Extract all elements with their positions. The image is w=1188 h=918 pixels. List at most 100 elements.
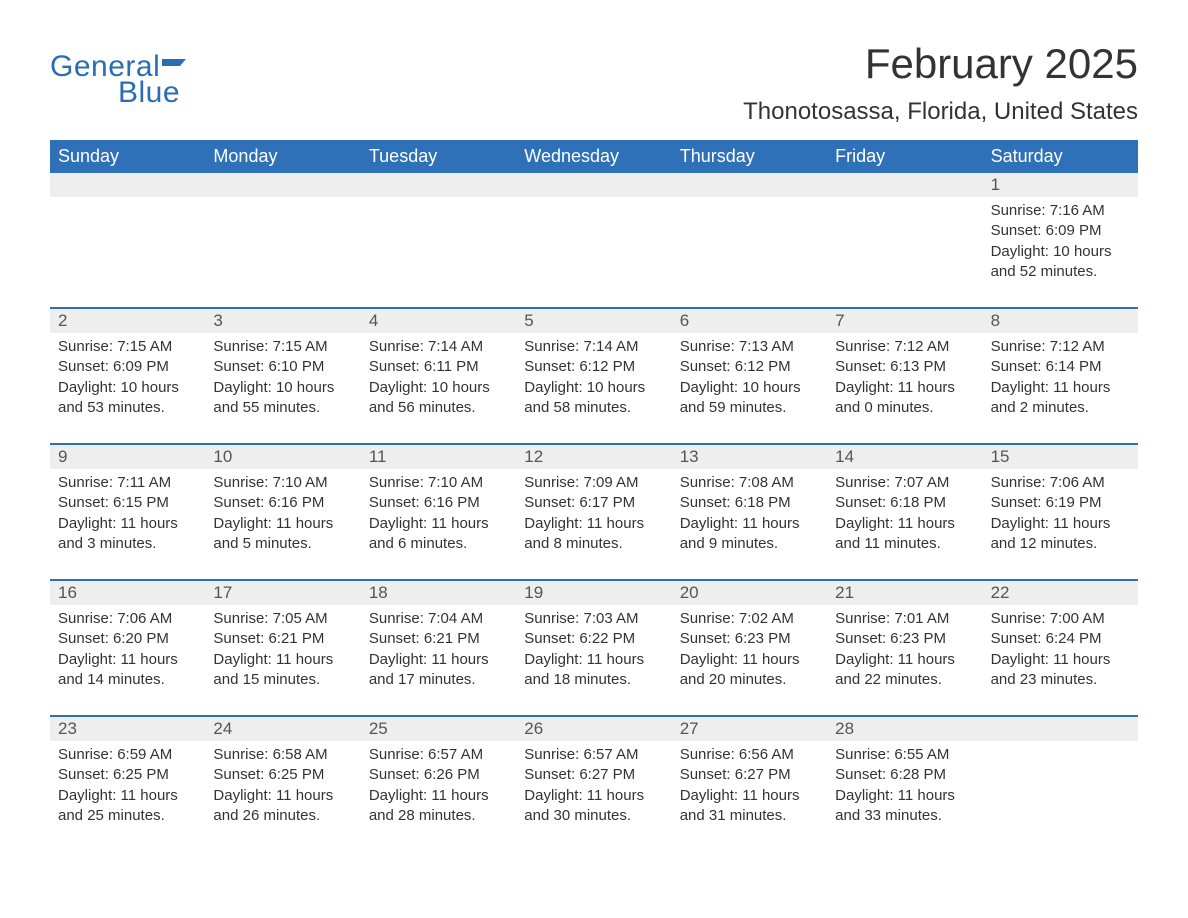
- day-body: Sunrise: 6:58 AMSunset: 6:25 PMDaylight:…: [205, 741, 360, 826]
- day-line: Sunrise: 7:16 AM: [991, 201, 1130, 221]
- day-line: and 28 minutes.: [369, 806, 508, 826]
- day-cell: 28Sunrise: 6:55 AMSunset: 6:28 PMDayligh…: [827, 717, 982, 837]
- day-body: [361, 197, 516, 201]
- day-line: Sunrise: 7:03 AM: [524, 609, 663, 629]
- day-line: Sunrise: 7:04 AM: [369, 609, 508, 629]
- day-line: Sunrise: 7:05 AM: [213, 609, 352, 629]
- day-line: Sunrise: 7:11 AM: [58, 473, 197, 493]
- week-row: 9Sunrise: 7:11 AMSunset: 6:15 PMDaylight…: [50, 443, 1138, 565]
- day-line: Daylight: 11 hours: [213, 650, 352, 670]
- day-cell: 24Sunrise: 6:58 AMSunset: 6:25 PMDayligh…: [205, 717, 360, 837]
- day-line: Daylight: 11 hours: [991, 514, 1130, 534]
- day-body: [672, 197, 827, 201]
- day-line: Daylight: 10 hours: [213, 378, 352, 398]
- day-number: 17: [205, 581, 360, 605]
- day-line: and 52 minutes.: [991, 262, 1130, 282]
- day-cell: [672, 173, 827, 293]
- day-cell: 17Sunrise: 7:05 AMSunset: 6:21 PMDayligh…: [205, 581, 360, 701]
- day-line: Daylight: 11 hours: [213, 786, 352, 806]
- day-line: Daylight: 11 hours: [369, 514, 508, 534]
- day-cell: [983, 717, 1138, 837]
- day-number: 11: [361, 445, 516, 469]
- day-number: 1: [983, 173, 1138, 197]
- day-line: Daylight: 11 hours: [991, 378, 1130, 398]
- day-cell: 21Sunrise: 7:01 AMSunset: 6:23 PMDayligh…: [827, 581, 982, 701]
- day-number: 26: [516, 717, 671, 741]
- day-line: Sunset: 6:09 PM: [991, 221, 1130, 241]
- day-line: Daylight: 11 hours: [835, 786, 974, 806]
- day-number: 6: [672, 309, 827, 333]
- day-body: [983, 741, 1138, 745]
- day-cell: 15Sunrise: 7:06 AMSunset: 6:19 PMDayligh…: [983, 445, 1138, 565]
- day-cell: 18Sunrise: 7:04 AMSunset: 6:21 PMDayligh…: [361, 581, 516, 701]
- day-cell: 1Sunrise: 7:16 AMSunset: 6:09 PMDaylight…: [983, 173, 1138, 293]
- day-body: Sunrise: 7:05 AMSunset: 6:21 PMDaylight:…: [205, 605, 360, 690]
- week-row: 2Sunrise: 7:15 AMSunset: 6:09 PMDaylight…: [50, 307, 1138, 429]
- calendar: SundayMondayTuesdayWednesdayThursdayFrid…: [50, 140, 1138, 837]
- day-line: Sunset: 6:21 PM: [213, 629, 352, 649]
- day-body: Sunrise: 6:55 AMSunset: 6:28 PMDaylight:…: [827, 741, 982, 826]
- dow-header-row: SundayMondayTuesdayWednesdayThursdayFrid…: [50, 140, 1138, 173]
- day-body: [827, 197, 982, 201]
- day-number: [827, 173, 982, 197]
- day-line: and 20 minutes.: [680, 670, 819, 690]
- day-line: and 23 minutes.: [991, 670, 1130, 690]
- day-number: 13: [672, 445, 827, 469]
- day-line: Sunrise: 7:09 AM: [524, 473, 663, 493]
- day-number: 8: [983, 309, 1138, 333]
- dow-header-cell: Sunday: [50, 140, 205, 173]
- day-number: [205, 173, 360, 197]
- day-line: Sunrise: 7:01 AM: [835, 609, 974, 629]
- day-cell: 8Sunrise: 7:12 AMSunset: 6:14 PMDaylight…: [983, 309, 1138, 429]
- day-number: 20: [672, 581, 827, 605]
- day-number: 23: [50, 717, 205, 741]
- day-line: Sunrise: 6:57 AM: [369, 745, 508, 765]
- day-number: 22: [983, 581, 1138, 605]
- day-line: Daylight: 11 hours: [680, 786, 819, 806]
- day-line: and 53 minutes.: [58, 398, 197, 418]
- day-line: Sunset: 6:25 PM: [58, 765, 197, 785]
- day-line: and 25 minutes.: [58, 806, 197, 826]
- day-line: Daylight: 11 hours: [680, 650, 819, 670]
- day-line: Daylight: 11 hours: [835, 650, 974, 670]
- day-cell: 3Sunrise: 7:15 AMSunset: 6:10 PMDaylight…: [205, 309, 360, 429]
- day-body: Sunrise: 7:06 AMSunset: 6:20 PMDaylight:…: [50, 605, 205, 690]
- day-body: Sunrise: 6:57 AMSunset: 6:26 PMDaylight:…: [361, 741, 516, 826]
- day-body: Sunrise: 6:59 AMSunset: 6:25 PMDaylight:…: [50, 741, 205, 826]
- dow-header-cell: Tuesday: [361, 140, 516, 173]
- dow-header-cell: Friday: [827, 140, 982, 173]
- day-number: 4: [361, 309, 516, 333]
- day-line: Daylight: 10 hours: [680, 378, 819, 398]
- day-line: Sunset: 6:16 PM: [369, 493, 508, 513]
- day-line: Daylight: 11 hours: [680, 514, 819, 534]
- day-number: 5: [516, 309, 671, 333]
- day-line: Sunset: 6:28 PM: [835, 765, 974, 785]
- day-body: Sunrise: 7:03 AMSunset: 6:22 PMDaylight:…: [516, 605, 671, 690]
- day-number: 15: [983, 445, 1138, 469]
- day-line: Sunrise: 7:12 AM: [991, 337, 1130, 357]
- day-line: and 33 minutes.: [835, 806, 974, 826]
- day-line: Daylight: 10 hours: [524, 378, 663, 398]
- day-line: Sunset: 6:13 PM: [835, 357, 974, 377]
- day-line: Sunrise: 7:06 AM: [991, 473, 1130, 493]
- day-cell: 26Sunrise: 6:57 AMSunset: 6:27 PMDayligh…: [516, 717, 671, 837]
- day-body: Sunrise: 7:07 AMSunset: 6:18 PMDaylight:…: [827, 469, 982, 554]
- day-number: 2: [50, 309, 205, 333]
- day-body: Sunrise: 6:56 AMSunset: 6:27 PMDaylight:…: [672, 741, 827, 826]
- day-number: 28: [827, 717, 982, 741]
- day-line: Daylight: 10 hours: [369, 378, 508, 398]
- day-number: 7: [827, 309, 982, 333]
- day-line: Sunset: 6:20 PM: [58, 629, 197, 649]
- day-line: Sunset: 6:24 PM: [991, 629, 1130, 649]
- day-line: Sunrise: 7:00 AM: [991, 609, 1130, 629]
- day-number: 25: [361, 717, 516, 741]
- day-cell: 6Sunrise: 7:13 AMSunset: 6:12 PMDaylight…: [672, 309, 827, 429]
- day-line: Sunset: 6:23 PM: [680, 629, 819, 649]
- day-body: Sunrise: 7:01 AMSunset: 6:23 PMDaylight:…: [827, 605, 982, 690]
- day-line: and 31 minutes.: [680, 806, 819, 826]
- day-line: and 5 minutes.: [213, 534, 352, 554]
- day-number: [983, 717, 1138, 741]
- day-cell: 7Sunrise: 7:12 AMSunset: 6:13 PMDaylight…: [827, 309, 982, 429]
- day-line: Sunrise: 7:14 AM: [524, 337, 663, 357]
- day-number: 3: [205, 309, 360, 333]
